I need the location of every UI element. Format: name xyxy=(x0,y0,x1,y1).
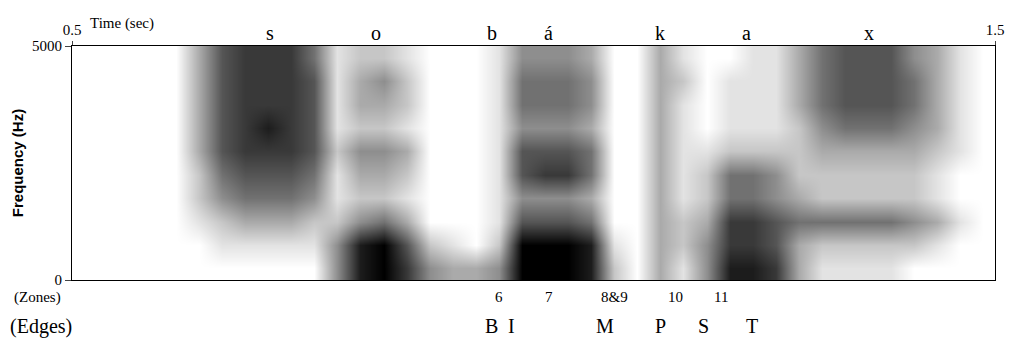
svg-text:8&9: 8&9 xyxy=(601,289,628,305)
svg-text:M: M xyxy=(596,315,614,337)
svg-text:7: 7 xyxy=(545,289,553,305)
svg-text:5000: 5000 xyxy=(32,38,62,54)
svg-text:s: s xyxy=(266,22,274,44)
svg-text:x: x xyxy=(864,22,874,44)
svg-text:11: 11 xyxy=(714,289,728,305)
svg-text:(Edges): (Edges) xyxy=(10,315,72,338)
svg-text:0.5: 0.5 xyxy=(63,22,82,38)
svg-text:6: 6 xyxy=(495,289,503,305)
svg-text:b: b xyxy=(487,22,497,44)
svg-text:T: T xyxy=(746,315,758,337)
svg-text:a: a xyxy=(742,22,751,44)
svg-text:S: S xyxy=(698,315,709,337)
svg-text:B: B xyxy=(485,315,498,337)
svg-text:I: I xyxy=(508,315,515,337)
svg-text:k: k xyxy=(655,22,665,44)
svg-text:á: á xyxy=(544,22,553,44)
svg-text:10: 10 xyxy=(668,289,683,305)
svg-text:Frequency (Hz): Frequency (Hz) xyxy=(9,109,26,217)
svg-text:(Zones): (Zones) xyxy=(14,289,61,306)
svg-text:o: o xyxy=(371,22,381,44)
svg-text:P: P xyxy=(655,315,666,337)
svg-text:Time (sec): Time (sec) xyxy=(90,15,154,32)
svg-text:1.5: 1.5 xyxy=(986,22,1005,38)
svg-text:0: 0 xyxy=(55,272,63,288)
